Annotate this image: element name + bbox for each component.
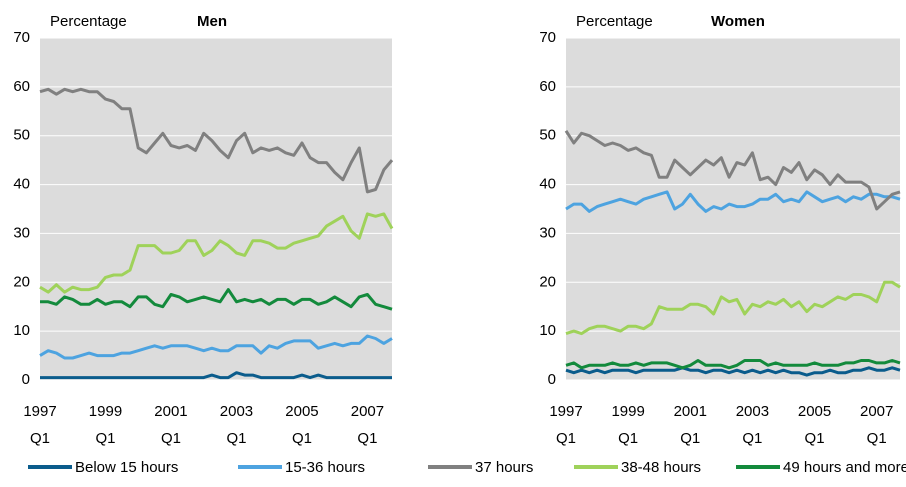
- x-tick-label: 1999 Q1: [88, 403, 123, 447]
- x-tick-label: 2005 Q1: [285, 403, 319, 447]
- series-line: 38-48 hours: [565, 280, 901, 336]
- series-line: 49 hours and more: [565, 359, 901, 370]
- y-tick-label: 30: [13, 224, 30, 241]
- x-tick-label: 1997 Q1: [23, 403, 57, 447]
- y-tick-label: 70: [539, 29, 556, 46]
- plot-area: [566, 38, 900, 380]
- y-tick-label: 20: [13, 273, 30, 290]
- x-tick-label: 1999 Q1: [611, 403, 645, 447]
- legend-label: 37 hours: [475, 459, 533, 476]
- y-axis-label: Percentage: [50, 13, 127, 30]
- y-tick-label: 50: [13, 127, 30, 144]
- series-line: 37 hours: [39, 87, 394, 194]
- x-tick-label: 2003 Q1: [735, 403, 770, 447]
- legend-label: 49 hours and more: [783, 459, 906, 476]
- series-line: Below 15 hours: [565, 366, 901, 377]
- x-tick-label: 2007 Q1: [860, 403, 894, 447]
- y-axis-label: Percentage: [576, 13, 653, 30]
- x-tick-label: 2001 Q1: [154, 403, 188, 447]
- legend-label: Below 15 hours: [75, 459, 178, 476]
- y-tick-label: 60: [13, 78, 30, 95]
- y-tick-label: 20: [539, 273, 556, 290]
- y-tick-label: 30: [539, 224, 556, 241]
- x-tick-label: 1997 Q1: [549, 403, 583, 447]
- y-tick-label: 40: [13, 176, 30, 193]
- x-tick-label: 2007 Q1: [350, 403, 385, 447]
- series-line: 37 hours: [564, 129, 901, 211]
- y-tick-label: 10: [539, 322, 556, 339]
- legend-label: 38-48 hours: [621, 459, 701, 476]
- x-tick-label: 2001 Q1: [673, 403, 707, 447]
- x-tick-label: 2005 Q1: [797, 403, 832, 447]
- plot-area: [40, 38, 392, 380]
- y-tick-label: 0: [22, 371, 30, 388]
- y-tick-label: 40: [539, 176, 556, 193]
- y-tick-label: 50: [539, 127, 556, 144]
- y-tick-label: 0: [548, 371, 556, 388]
- y-tick-label: 10: [13, 322, 30, 339]
- series-line: 38-48 hours: [39, 212, 394, 294]
- series-line: 49 hours and more: [40, 288, 393, 311]
- x-tick-label: 2003 Q1: [219, 403, 254, 447]
- series-line: 15-36 hours: [39, 334, 393, 360]
- series-line: 15-36 hours: [565, 190, 901, 213]
- series-line: Below 15 hours: [40, 371, 392, 380]
- y-tick-label: 70: [13, 29, 30, 46]
- chart-title: Men: [197, 13, 227, 30]
- y-tick-label: 60: [539, 78, 556, 95]
- legend-label: 15-36 hours: [285, 459, 365, 476]
- chart-title: Women: [711, 13, 765, 30]
